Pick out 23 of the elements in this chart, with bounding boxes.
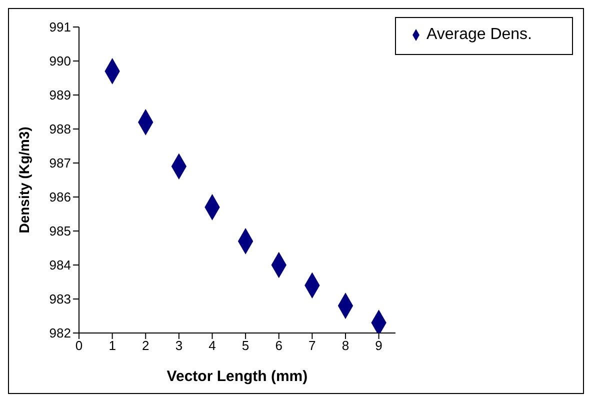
x-tick-label: 9: [375, 338, 382, 354]
y-tick-label: 990: [49, 54, 71, 69]
legend-label: Average Dens.: [426, 26, 532, 43]
x-tick-label: 0: [75, 338, 83, 354]
x-tick-label: 8: [342, 338, 350, 354]
y-tick-label: 989: [49, 88, 71, 103]
y-axis-title: Density (Kg/m3): [16, 126, 32, 234]
y-tick-label: 988: [49, 122, 71, 137]
y-tick-label: 984: [49, 258, 71, 273]
y-tick-label: 991: [49, 20, 71, 35]
y-tick-label: 982: [49, 326, 71, 341]
y-tick-label: 987: [49, 156, 71, 171]
x-axis-title: Vector Length (mm): [166, 368, 308, 385]
x-tick-label: 6: [275, 338, 282, 354]
y-tick-label: 985: [49, 224, 71, 239]
y-tick-label: 986: [49, 190, 71, 205]
x-tick-label: 4: [208, 338, 216, 354]
x-tick-label: 1: [108, 338, 116, 354]
y-tick-label: 983: [49, 292, 71, 307]
x-tick-label: 5: [242, 338, 250, 354]
x-tick-label: 2: [142, 338, 150, 354]
x-tick-label: 3: [175, 338, 183, 354]
x-tick-label: 7: [308, 338, 316, 354]
